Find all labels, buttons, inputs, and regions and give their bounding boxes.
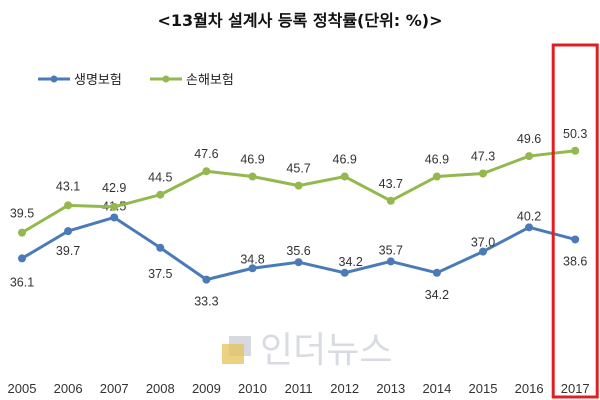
data-label: 39.7: [56, 244, 80, 258]
data-label: 35.6: [286, 244, 310, 258]
data-label: 34.8: [240, 252, 264, 266]
x-tick-label: 2011: [285, 381, 313, 396]
legend: 생명보험 손해보험: [38, 73, 234, 88]
highlight-box-2017: [551, 43, 599, 399]
data-point: [432, 172, 441, 181]
data-label: 47.6: [194, 147, 218, 161]
x-tick-label: 2015: [469, 381, 498, 396]
data-label: 45.7: [286, 162, 310, 176]
data-point: [340, 268, 349, 277]
data-point: [64, 227, 73, 236]
data-point: [525, 223, 534, 232]
data-point: [432, 268, 441, 277]
x-tick-label: 2005: [8, 381, 37, 396]
data-point: [248, 172, 257, 181]
data-label: 43.7: [379, 177, 403, 191]
data-label: 46.9: [333, 153, 357, 167]
data-point: [294, 181, 303, 190]
legend-label-nonlife: 손해보험: [186, 73, 234, 88]
data-label: 43.1: [56, 179, 80, 193]
data-label: 46.9: [240, 153, 264, 167]
data-label: 39.5: [10, 207, 34, 221]
data-point: [202, 167, 211, 176]
data-label: 40.2: [517, 209, 541, 223]
data-label: 42.9: [102, 181, 126, 195]
x-tick-label: 2017: [561, 381, 590, 396]
data-point: [479, 247, 487, 256]
chart-title: <13월차 설계사 등록 정착률(단위: %)>: [157, 11, 442, 30]
x-tick-label: 2012: [330, 381, 359, 396]
data-label: 36.1: [10, 275, 34, 289]
data-label: 37.0: [471, 236, 495, 250]
data-point: [156, 243, 165, 252]
data-label: 44.5: [148, 171, 172, 185]
data-label: 38.6: [563, 254, 587, 268]
legend-item-nonlife: 손해보험: [150, 73, 234, 88]
x-tick-label: 2009: [192, 381, 221, 396]
x-tick-label: 2016: [515, 381, 544, 396]
data-point: [525, 152, 534, 161]
legend-marker-nonlife: [162, 75, 170, 83]
data-point: [294, 258, 303, 267]
legend-marker-life: [50, 75, 58, 83]
data-point: [340, 172, 349, 181]
data-point: [571, 235, 580, 244]
data-point: [18, 254, 26, 263]
data-label: 33.3: [194, 295, 218, 309]
data-label: 34.2: [425, 288, 449, 302]
data-label: 35.7: [379, 243, 403, 257]
data-label: 34.2: [339, 255, 363, 269]
data-point: [110, 202, 119, 211]
watermark-logo-front: [222, 344, 244, 364]
x-tick-label: 2006: [54, 381, 83, 396]
data-label: 47.3: [471, 150, 495, 164]
x-tick-label: 2010: [238, 381, 267, 396]
data-point: [479, 169, 487, 178]
watermark: 인더뉴스: [222, 330, 392, 371]
data-label: 50.3: [563, 127, 587, 141]
watermark-text: 인더뉴스: [260, 330, 392, 371]
x-tick-label: 2008: [146, 381, 175, 396]
plot-area: 36.139.741.537.533.334.835.634.235.734.2…: [8, 127, 590, 396]
data-point: [64, 201, 73, 210]
data-point: [202, 275, 211, 284]
legend-item-life: 생명보험: [38, 73, 122, 88]
x-tick-label: 2014: [422, 381, 451, 396]
x-tick-label: 2013: [376, 381, 405, 396]
data-point: [386, 196, 395, 205]
data-point: [386, 257, 395, 266]
legend-label-life: 생명보험: [74, 73, 122, 88]
data-point: [248, 264, 257, 273]
data-label: 49.6: [517, 132, 541, 146]
x-tick-label: 2007: [100, 381, 129, 396]
data-point: [571, 146, 580, 155]
data-point: [156, 190, 165, 199]
data-label: 46.9: [425, 153, 449, 167]
data-label: 37.5: [148, 267, 172, 281]
data-point: [18, 228, 26, 237]
data-point: [110, 213, 119, 222]
